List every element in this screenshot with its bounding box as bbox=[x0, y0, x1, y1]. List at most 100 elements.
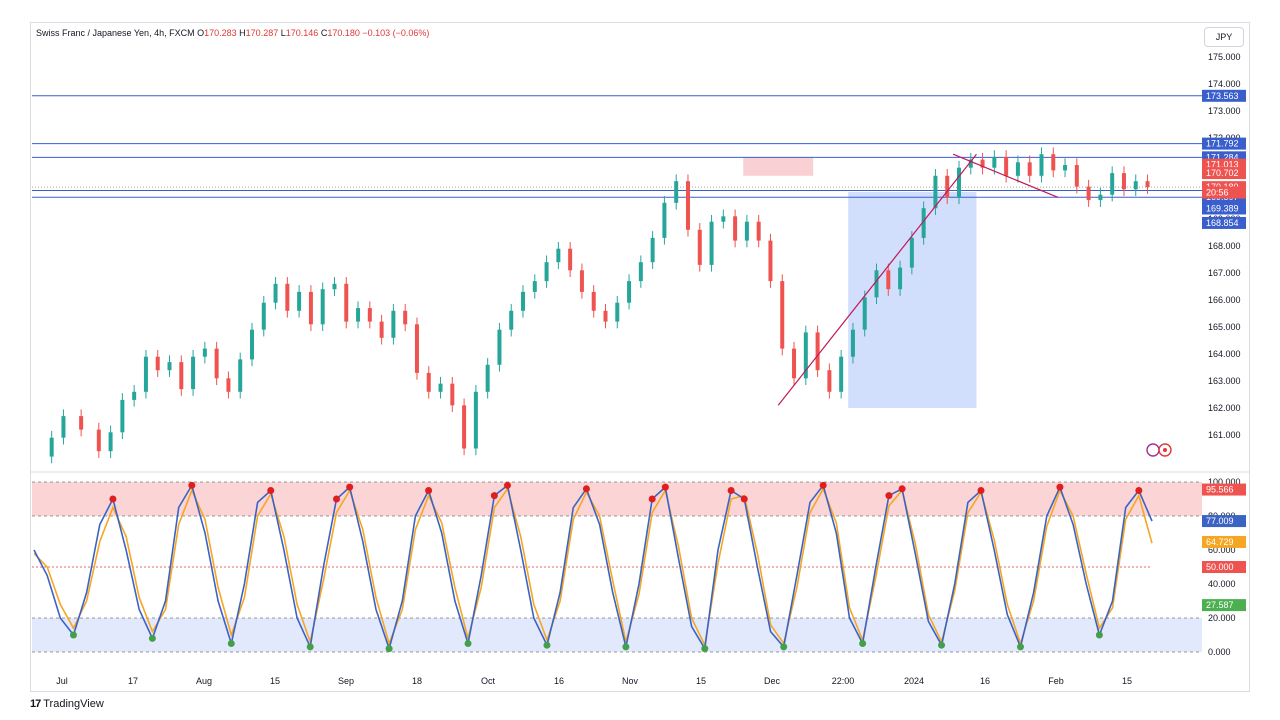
candle-body bbox=[556, 248, 561, 263]
trendline-1 bbox=[952, 153, 1059, 198]
candle-body bbox=[792, 348, 797, 379]
x-tick-label: Oct bbox=[481, 676, 496, 686]
candle-body bbox=[662, 202, 667, 238]
overbought-marker bbox=[425, 487, 433, 494]
candle-body bbox=[1086, 186, 1091, 201]
candle-body bbox=[450, 383, 455, 406]
candle-body bbox=[202, 348, 207, 357]
candle-body bbox=[79, 416, 84, 430]
x-tick-label: 18 bbox=[412, 676, 422, 686]
candle-body bbox=[155, 356, 160, 371]
x-tick-label: 15 bbox=[696, 676, 706, 686]
osc-tick-label: 40.000 bbox=[1208, 579, 1236, 589]
x-tick-label: 17 bbox=[128, 676, 138, 686]
price-tick-label: 167.000 bbox=[1208, 268, 1241, 278]
candle-body bbox=[49, 437, 54, 457]
candle-body bbox=[685, 181, 690, 230]
osc-badge-label: 64.729 bbox=[1206, 537, 1234, 547]
candle-body bbox=[627, 281, 632, 303]
candle-body bbox=[909, 237, 914, 268]
candle-body bbox=[1110, 173, 1115, 195]
oversold-zone bbox=[32, 618, 1202, 652]
candle-body bbox=[815, 332, 820, 371]
price-badge-label: 171.284 bbox=[1206, 152, 1239, 162]
osc-badge bbox=[1202, 561, 1246, 573]
overbought-marker bbox=[267, 487, 275, 494]
overbought-marker bbox=[346, 483, 354, 491]
candle-body bbox=[697, 229, 702, 265]
candle-body bbox=[320, 289, 325, 325]
price-badge-label: 20:56 bbox=[1206, 188, 1229, 198]
x-tick-label: 15 bbox=[1122, 676, 1132, 686]
candle-body bbox=[638, 262, 643, 282]
candle-body bbox=[850, 329, 855, 357]
price-tick-label: 173.000 bbox=[1208, 106, 1241, 116]
candle-body bbox=[945, 175, 950, 198]
close-label: C bbox=[320, 28, 328, 38]
oversold-marker bbox=[1016, 643, 1024, 651]
price-tick-label: 174.000 bbox=[1208, 79, 1241, 89]
candle-body bbox=[780, 281, 785, 349]
candle-body bbox=[438, 383, 443, 392]
candle-body bbox=[226, 378, 231, 392]
price-tick-label: 175.000 bbox=[1208, 52, 1241, 62]
overbought-zone bbox=[32, 482, 1202, 516]
brand-label: TradingView bbox=[43, 698, 104, 710]
candle-body bbox=[473, 391, 478, 449]
candle-body bbox=[1027, 162, 1032, 176]
oversold-marker bbox=[938, 641, 946, 649]
candle-body bbox=[568, 248, 573, 271]
price-tick-label: 162.000 bbox=[1208, 403, 1241, 413]
candle-body bbox=[273, 283, 278, 303]
candle-body bbox=[933, 175, 938, 209]
candle-body bbox=[191, 356, 196, 390]
candle-body bbox=[462, 405, 467, 449]
overbought-marker bbox=[188, 481, 196, 489]
price-tick-label: 166.000 bbox=[1208, 295, 1241, 305]
price-tick-label: 168.000 bbox=[1208, 241, 1241, 251]
x-tick-label: Feb bbox=[1048, 676, 1064, 686]
candle-body bbox=[756, 221, 761, 241]
x-tick-label: 15 bbox=[270, 676, 280, 686]
candle-body bbox=[1051, 154, 1056, 171]
x-tick-label: 16 bbox=[554, 676, 564, 686]
symbol-legend: Swiss Franc / Japanese Yen, 4h, FXCM O17… bbox=[36, 28, 429, 38]
candle-body bbox=[167, 362, 172, 371]
x-tick-label: Sep bbox=[338, 676, 354, 686]
osc-badge bbox=[1202, 515, 1246, 528]
candle-body bbox=[214, 348, 219, 379]
oversold-marker bbox=[227, 640, 235, 647]
candle-body bbox=[261, 302, 266, 330]
candle-body bbox=[509, 310, 514, 330]
candle-body bbox=[132, 391, 137, 400]
candle-body bbox=[108, 432, 113, 452]
candle-body bbox=[285, 283, 290, 311]
currency-button[interactable]: JPY bbox=[1204, 27, 1244, 47]
candle-body bbox=[485, 364, 490, 392]
osc-badge bbox=[1202, 535, 1246, 548]
open-label: O bbox=[197, 28, 205, 38]
candle-body bbox=[143, 356, 148, 392]
candle-body bbox=[1098, 194, 1103, 201]
candle-body bbox=[709, 221, 714, 265]
overbought-marker bbox=[582, 485, 590, 493]
x-tick-label: 16 bbox=[980, 676, 990, 686]
candle-body bbox=[862, 297, 867, 330]
oversold-marker bbox=[148, 634, 156, 642]
price-badge bbox=[1202, 167, 1246, 180]
overbought-marker bbox=[727, 487, 735, 494]
candle-body bbox=[391, 310, 396, 338]
oversold-marker bbox=[1095, 631, 1103, 639]
oversold-marker bbox=[543, 641, 551, 649]
x-tick-label: 22:00 bbox=[832, 676, 855, 686]
price-tick-label: 165.000 bbox=[1208, 322, 1241, 332]
candle-body bbox=[344, 283, 349, 322]
overbought-marker bbox=[819, 481, 827, 489]
candle-body bbox=[921, 208, 926, 238]
candle-body bbox=[532, 281, 537, 292]
overbought-marker bbox=[504, 481, 512, 489]
replay-icon[interactable] bbox=[1146, 442, 1172, 458]
candle-body bbox=[1074, 165, 1079, 187]
tradingview-logo[interactable]: 17 TradingView bbox=[30, 698, 104, 710]
